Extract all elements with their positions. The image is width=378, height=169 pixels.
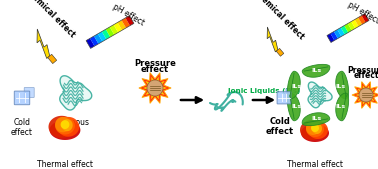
Polygon shape	[341, 26, 348, 34]
Polygon shape	[355, 18, 362, 27]
Polygon shape	[94, 34, 102, 44]
Polygon shape	[110, 25, 118, 35]
Circle shape	[147, 80, 163, 96]
Text: effect: effect	[353, 71, 378, 80]
Polygon shape	[312, 123, 322, 134]
Polygon shape	[334, 30, 341, 39]
Text: ILs: ILs	[291, 84, 301, 90]
Polygon shape	[306, 121, 324, 137]
Polygon shape	[106, 27, 114, 37]
Polygon shape	[125, 16, 134, 26]
Polygon shape	[48, 116, 75, 138]
Polygon shape	[336, 71, 349, 99]
Text: Cold
effect: Cold effect	[11, 118, 33, 137]
Polygon shape	[311, 124, 319, 132]
Polygon shape	[358, 16, 366, 25]
Polygon shape	[337, 28, 345, 37]
Polygon shape	[139, 73, 171, 103]
Polygon shape	[267, 27, 278, 52]
Text: ILs: ILs	[335, 104, 345, 110]
Polygon shape	[362, 14, 369, 22]
Polygon shape	[344, 23, 352, 32]
Text: pH effect: pH effect	[111, 2, 146, 28]
Text: effect: effect	[141, 65, 169, 74]
Polygon shape	[143, 77, 167, 100]
Text: Aqueous: Aqueous	[56, 118, 90, 127]
Polygon shape	[55, 117, 71, 132]
Polygon shape	[37, 29, 50, 58]
FancyBboxPatch shape	[24, 88, 34, 98]
Polygon shape	[60, 76, 92, 110]
Polygon shape	[352, 82, 378, 108]
Polygon shape	[302, 64, 330, 77]
FancyBboxPatch shape	[14, 91, 30, 105]
Polygon shape	[300, 120, 324, 140]
Text: ILs: ILs	[311, 68, 321, 74]
Text: Chemical effect: Chemical effect	[252, 0, 306, 41]
Polygon shape	[62, 119, 73, 131]
Text: ILs: ILs	[335, 84, 345, 90]
Polygon shape	[48, 54, 57, 64]
Polygon shape	[287, 71, 300, 99]
Polygon shape	[118, 20, 126, 30]
Polygon shape	[287, 93, 300, 121]
Polygon shape	[114, 22, 122, 32]
Polygon shape	[301, 124, 329, 142]
Polygon shape	[102, 29, 110, 39]
Text: Chemical effect: Chemical effect	[23, 0, 77, 39]
Polygon shape	[327, 33, 335, 42]
Polygon shape	[98, 31, 106, 42]
Text: ILs: ILs	[311, 116, 321, 122]
Polygon shape	[55, 117, 75, 135]
Polygon shape	[57, 117, 79, 137]
Polygon shape	[306, 121, 320, 135]
Polygon shape	[276, 48, 284, 56]
Polygon shape	[122, 18, 130, 28]
Polygon shape	[60, 120, 70, 129]
Text: Ionic Liquids (ILs): Ionic Liquids (ILs)	[228, 88, 300, 94]
Text: Pressure: Pressure	[134, 59, 176, 68]
Polygon shape	[90, 36, 99, 46]
FancyBboxPatch shape	[286, 89, 295, 98]
Polygon shape	[302, 113, 330, 126]
Text: Thermal effect: Thermal effect	[287, 160, 343, 169]
Text: Pressure: Pressure	[347, 66, 378, 75]
Polygon shape	[355, 85, 376, 105]
Text: Cold
effect: Cold effect	[266, 117, 294, 136]
Polygon shape	[308, 121, 328, 139]
Polygon shape	[86, 38, 94, 48]
Polygon shape	[348, 21, 355, 30]
Polygon shape	[308, 82, 332, 108]
Polygon shape	[336, 93, 349, 121]
FancyBboxPatch shape	[277, 92, 291, 104]
Text: ILs: ILs	[291, 104, 301, 110]
Circle shape	[359, 88, 373, 102]
Polygon shape	[50, 120, 81, 140]
Text: Thermal effect: Thermal effect	[37, 160, 93, 169]
Polygon shape	[351, 20, 359, 28]
Text: pH effect: pH effect	[345, 0, 378, 26]
Polygon shape	[330, 32, 338, 40]
